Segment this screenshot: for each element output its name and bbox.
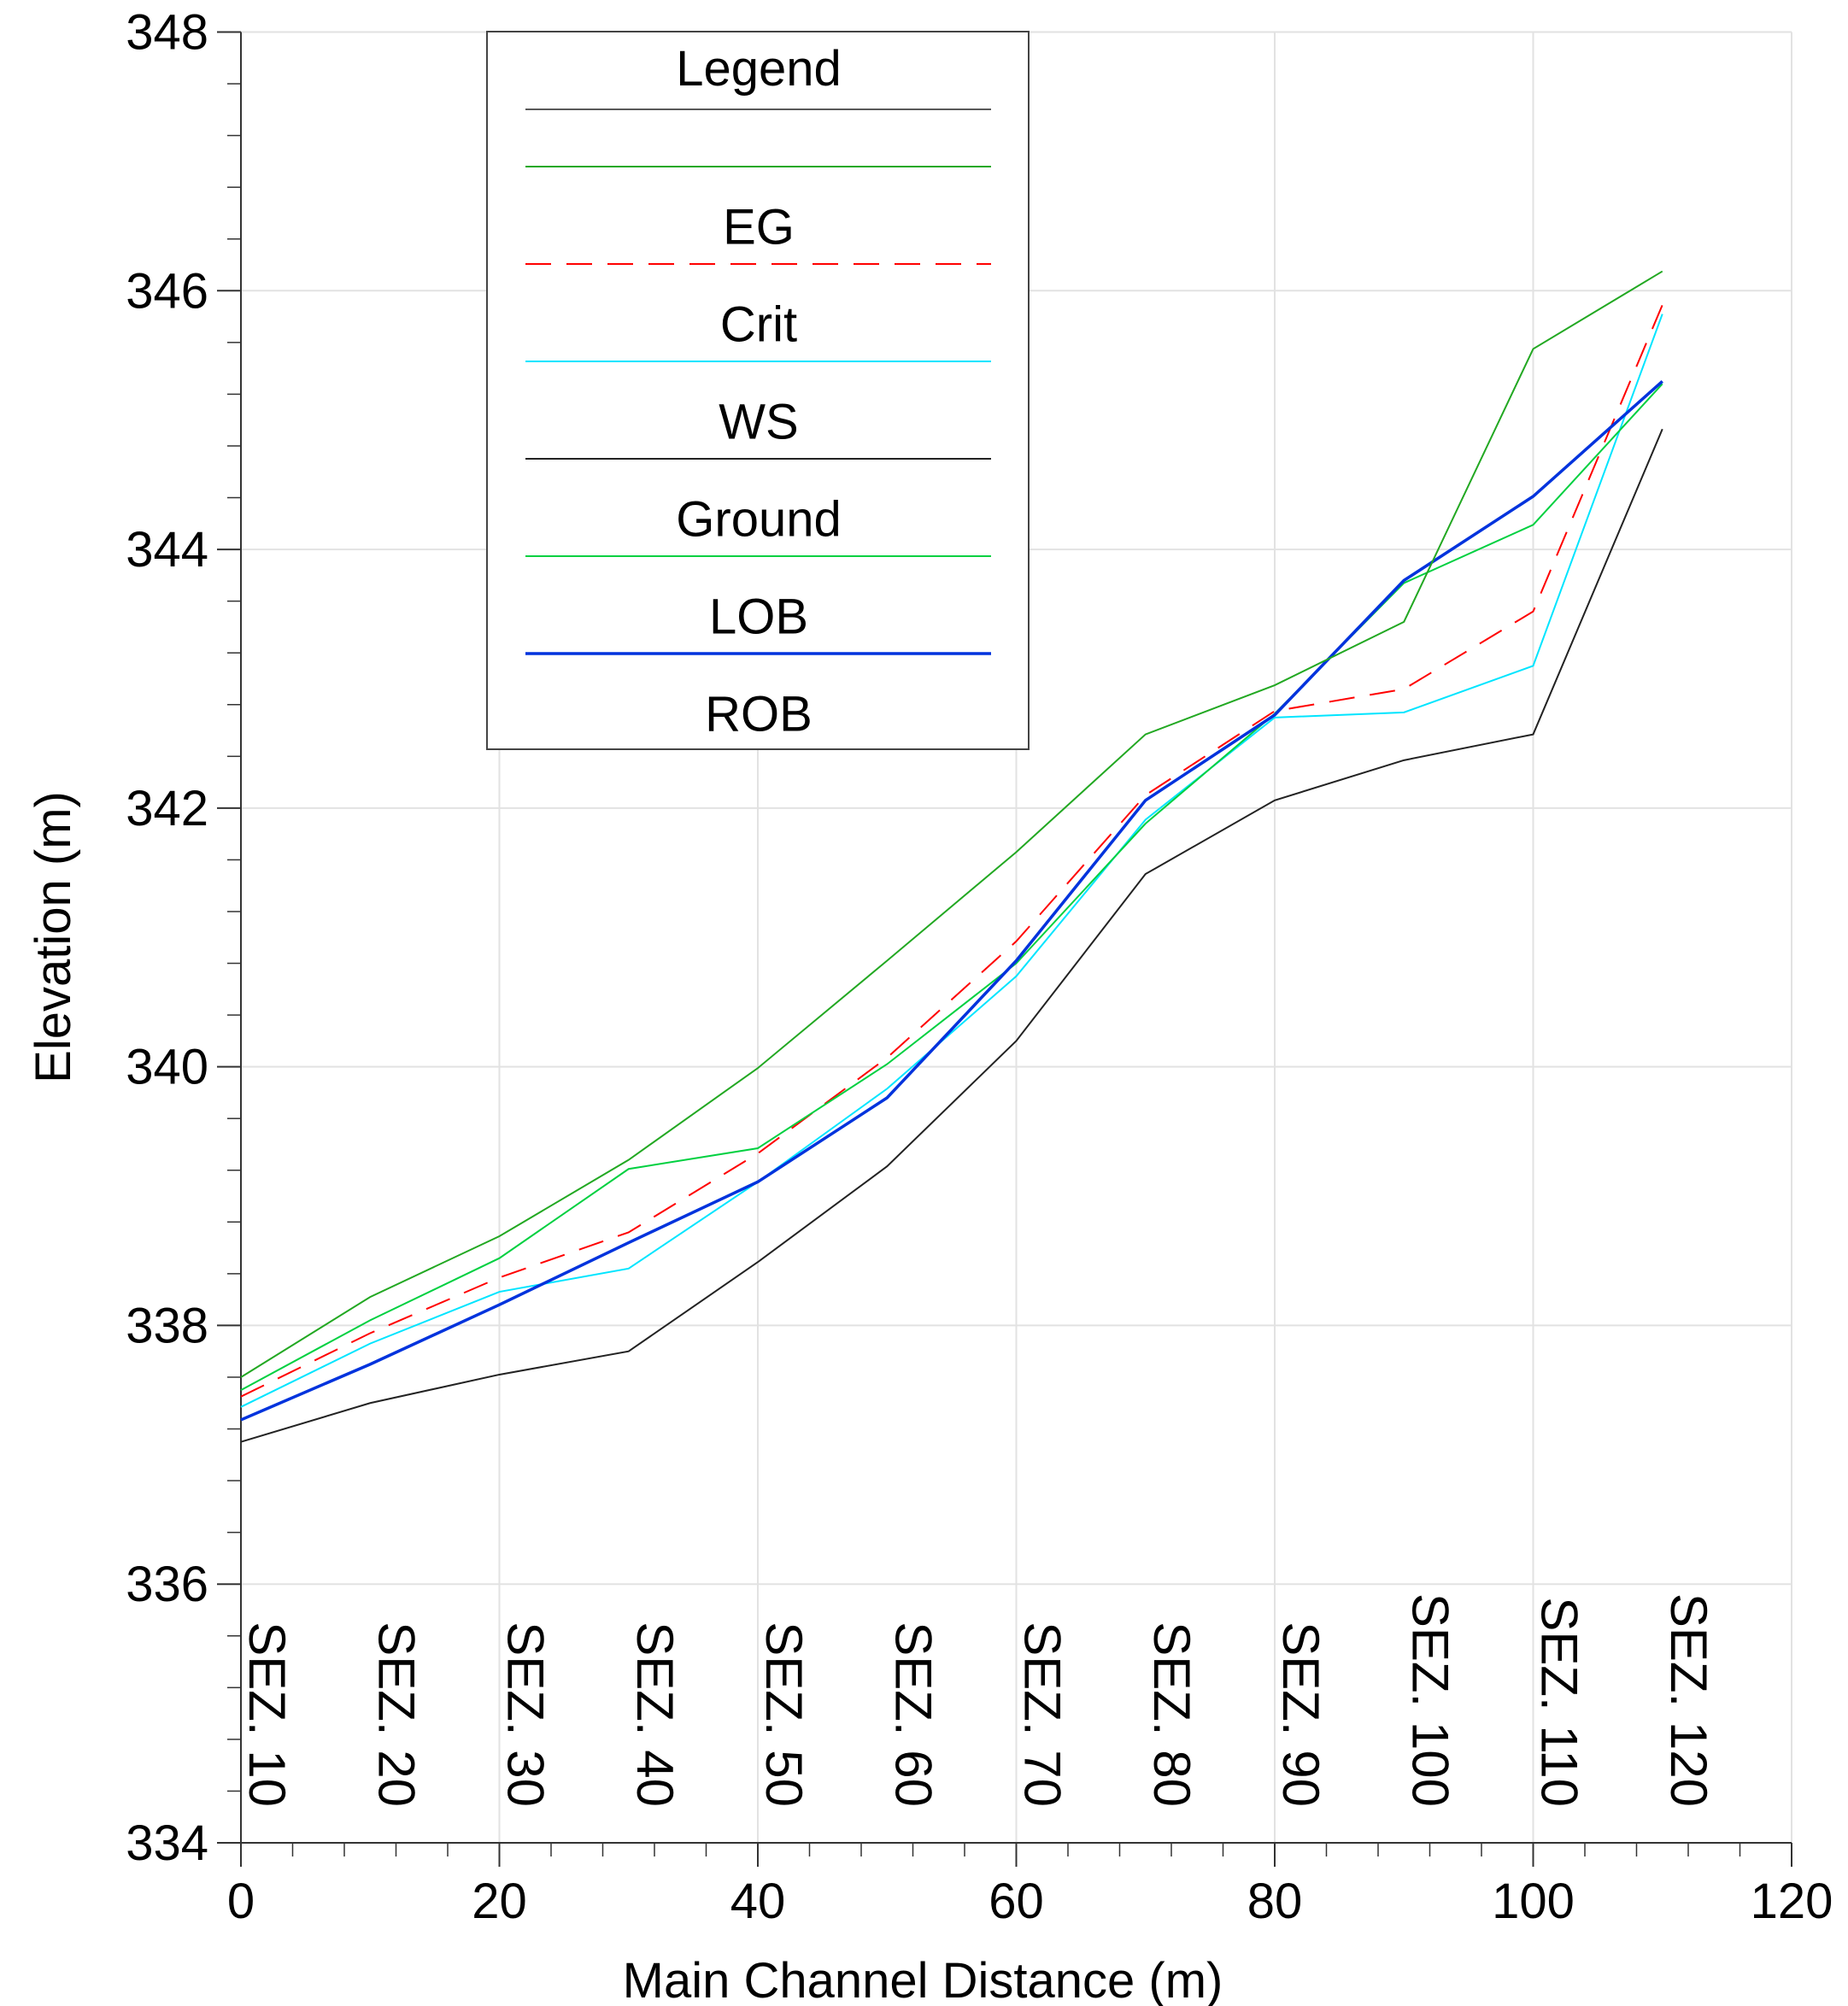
series-line (240, 379, 1663, 1422)
x-tick-label: 80 (1247, 1874, 1303, 1929)
legend-label: Crit (720, 297, 797, 353)
y-tick-label: 338 (126, 1298, 208, 1353)
legend-label: Ground (676, 492, 841, 548)
section-label: SEZ. 20 (367, 1622, 425, 1807)
legend-label: EG (723, 200, 795, 255)
y-tick-label: 348 (126, 5, 208, 61)
y-tick-label: 334 (126, 1815, 208, 1871)
section-label: SEZ. 100 (1401, 1593, 1458, 1807)
legend: Legend EG Crit WS Ground LOB ROB (486, 31, 1030, 750)
section-label: SEZ. 10 (238, 1622, 296, 1807)
y-tick-label: 336 (126, 1557, 208, 1612)
section-label: SEZ. 110 (1531, 1597, 1588, 1807)
y-tick-label: 342 (126, 781, 208, 836)
legend-title: Legend (676, 41, 842, 97)
section-label: SEZ. 90 (1272, 1622, 1329, 1807)
x-tick-label: 40 (730, 1874, 786, 1929)
legend-label: WS (719, 395, 798, 450)
series-line (240, 304, 1663, 1398)
x-tick-label: 20 (472, 1874, 527, 1929)
section-label: SEZ. 70 (1014, 1622, 1071, 1807)
section-label: SEZ. 80 (1143, 1622, 1200, 1807)
section-label: SEZ. 60 (884, 1622, 942, 1807)
section-label: SEZ. 40 (626, 1622, 683, 1807)
legend-box (486, 31, 1030, 750)
legend-label: LOB (709, 589, 808, 645)
x-axis-label: Main Channel Distance (m) (623, 1953, 1223, 2006)
section-label: SEZ. 30 (497, 1622, 554, 1807)
section-label: SEZ. 50 (755, 1622, 813, 1807)
y-axis-label: Elevation (m) (26, 791, 81, 1083)
y-tick-label: 344 (126, 522, 208, 578)
legend-label: ROB (705, 687, 813, 742)
section-label: SEZ. 120 (1660, 1593, 1717, 1807)
y-tick-label: 340 (126, 1040, 208, 1095)
x-tick-label: 0 (227, 1874, 255, 1929)
x-tick-label: 100 (1492, 1874, 1575, 1929)
series-line (240, 383, 1663, 1392)
y-tick-label: 346 (126, 263, 208, 319)
series-line (240, 428, 1663, 1443)
series-line (240, 314, 1663, 1408)
x-tick-label: 120 (1751, 1874, 1833, 1929)
x-tick-label: 60 (989, 1874, 1044, 1929)
series-line (240, 270, 1663, 1378)
